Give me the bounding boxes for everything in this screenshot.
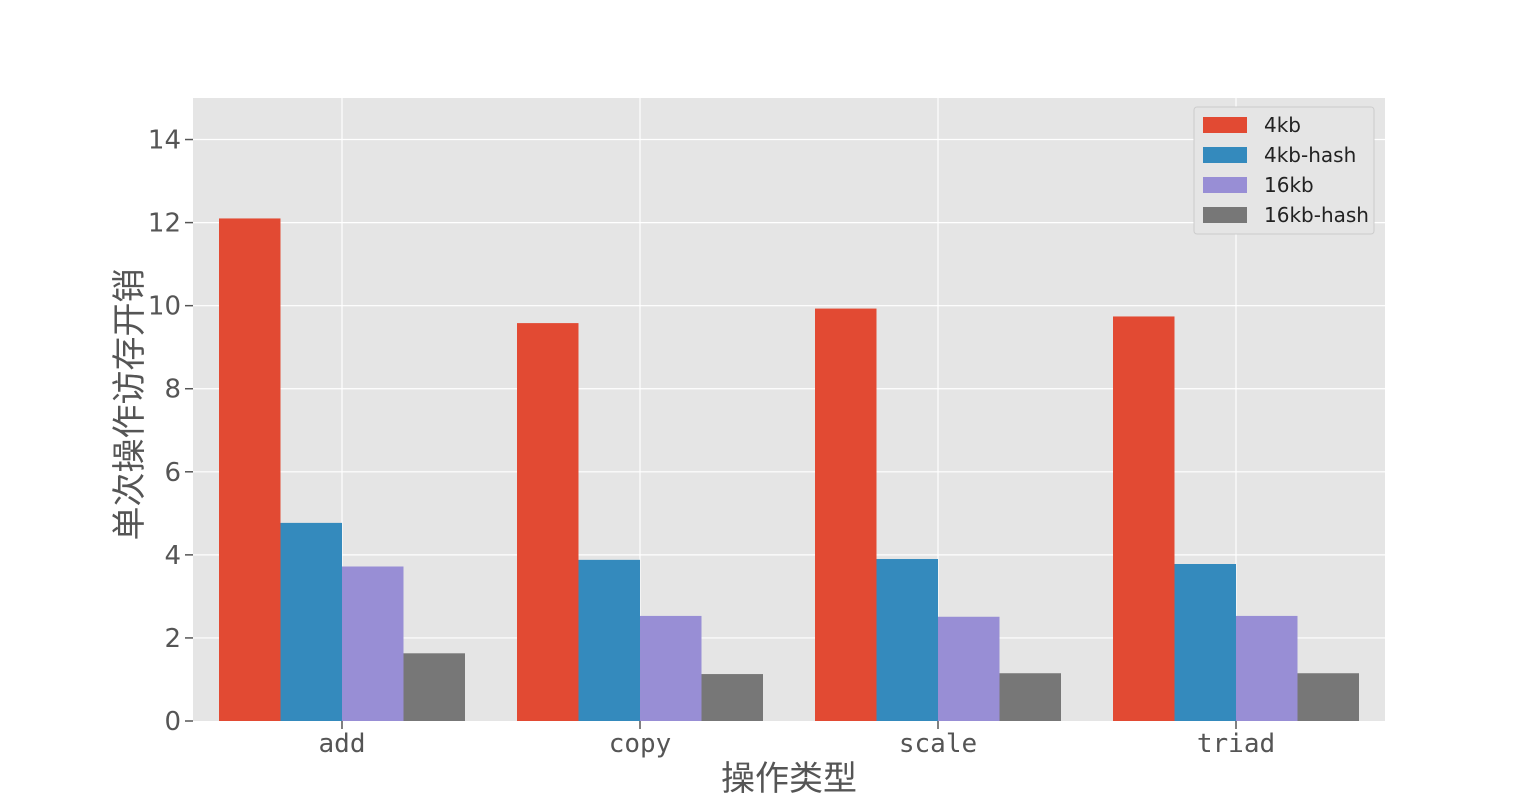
legend-swatch-4kb	[1203, 117, 1247, 133]
y-tick-label: 12	[148, 209, 181, 239]
x-axis-title: 操作类型	[721, 759, 857, 799]
bar-4kb-triad	[1113, 316, 1175, 721]
bar-4kb-copy	[517, 323, 579, 721]
legend-label-4kb-hash: 4kb-hash	[1264, 143, 1356, 167]
y-tick-label: 14	[148, 126, 181, 156]
bar-4kb-add	[219, 218, 281, 722]
y-tick-label: 6	[164, 458, 181, 488]
bar-4kb-hash-scale	[876, 559, 938, 721]
x-tick-label-copy: copy	[609, 729, 672, 759]
legend-label-4kb: 4kb	[1264, 113, 1301, 137]
bar-4kb-scale	[815, 308, 877, 721]
legend-box	[1193, 106, 1375, 235]
bar-16kb-hash-triad	[1297, 673, 1359, 721]
y-axis-ticks: 0 2 4 6 8 10 12 14	[148, 126, 193, 737]
x-tick-label-triad: triad	[1197, 729, 1275, 759]
y-tick-label: 8	[164, 375, 181, 405]
legend-swatch-16kb-hash	[1203, 207, 1247, 223]
bar-4kb-hash-copy	[578, 559, 640, 721]
legend: 4kb 4kb-hash 16kb 16kb-hash	[1193, 106, 1375, 235]
legend-label-16kb: 16kb	[1264, 173, 1314, 197]
bar-16kb-scale	[938, 616, 1000, 721]
y-tick-label: 0	[164, 707, 181, 737]
bar-16kb-copy	[640, 615, 702, 721]
y-tick-label: 10	[148, 292, 181, 322]
y-tick-label: 2	[164, 624, 181, 654]
bar-16kb-hash-copy	[701, 674, 763, 721]
y-tick-label: 4	[164, 541, 181, 571]
legend-label-16kb-hash: 16kb-hash	[1264, 203, 1369, 227]
bar-4kb-hash-triad	[1174, 564, 1236, 721]
x-tick-label-add: add	[319, 729, 366, 759]
x-axis-ticks: add copy scale triad	[319, 721, 1275, 759]
legend-swatch-16kb	[1203, 177, 1247, 193]
bar-16kb-add	[342, 566, 404, 721]
bars	[219, 218, 1359, 722]
bar-16kb-triad	[1236, 615, 1298, 721]
x-tick-label-scale: scale	[899, 729, 977, 759]
bar-4kb-hash-add	[280, 522, 342, 721]
bar-16kb-hash-add	[403, 653, 465, 721]
legend-swatch-4kb-hash	[1203, 147, 1247, 163]
y-axis-title: 单次操作访存开销	[110, 269, 150, 541]
bar-16kb-hash-scale	[999, 673, 1061, 721]
